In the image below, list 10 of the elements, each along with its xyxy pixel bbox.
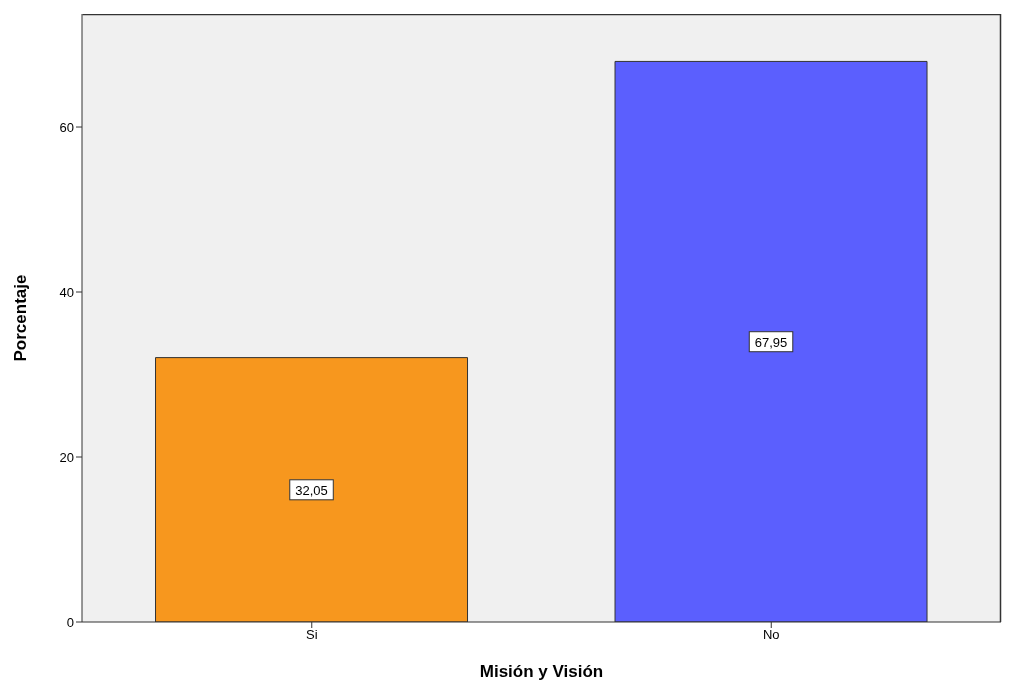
y-tick-label: 0 xyxy=(66,614,74,630)
x-tick-label: No xyxy=(762,627,780,643)
y-tick-label: 40 xyxy=(59,284,74,300)
data-label: 67,95 xyxy=(754,334,788,350)
data-label: 32,05 xyxy=(295,482,328,498)
x-tick-label: Si xyxy=(305,627,318,643)
x-axis-title: Misión y Visión xyxy=(479,662,604,681)
y-tick-label: 20 xyxy=(59,449,74,465)
y-tick-label: 60 xyxy=(59,119,74,135)
y-axis-title: Porcentaje xyxy=(11,274,31,362)
